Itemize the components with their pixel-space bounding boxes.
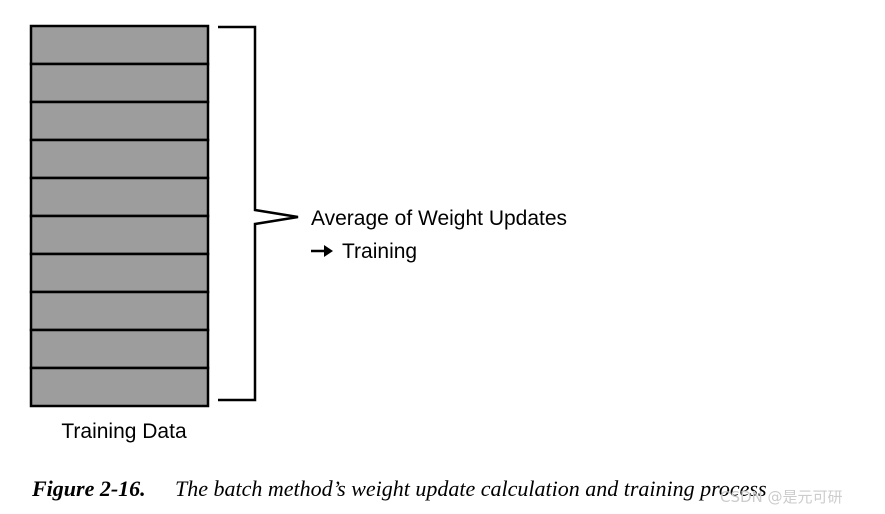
- training-data-stack: [29, 24, 210, 408]
- data-row: [29, 252, 210, 294]
- arrow-icon: [311, 245, 333, 257]
- data-row: [29, 24, 210, 66]
- data-row: [29, 62, 210, 104]
- data-row: [29, 100, 210, 142]
- bracket-label: Average of Weight Updates: [311, 207, 567, 230]
- data-row: [29, 138, 210, 180]
- arrow-label: Training: [342, 240, 417, 263]
- caption-number: Figure 2-16.: [31, 476, 146, 501]
- data-row: [29, 176, 210, 218]
- data-row: [29, 366, 210, 408]
- bracket: [218, 25, 299, 402]
- data-row: [29, 214, 210, 256]
- data-row: [29, 328, 210, 370]
- stack-label: Training Data: [61, 420, 187, 443]
- watermark: CSDN @是元可研: [720, 488, 843, 506]
- caption-text: The batch method’s weight update calcula…: [175, 476, 767, 501]
- data-row: [29, 290, 210, 332]
